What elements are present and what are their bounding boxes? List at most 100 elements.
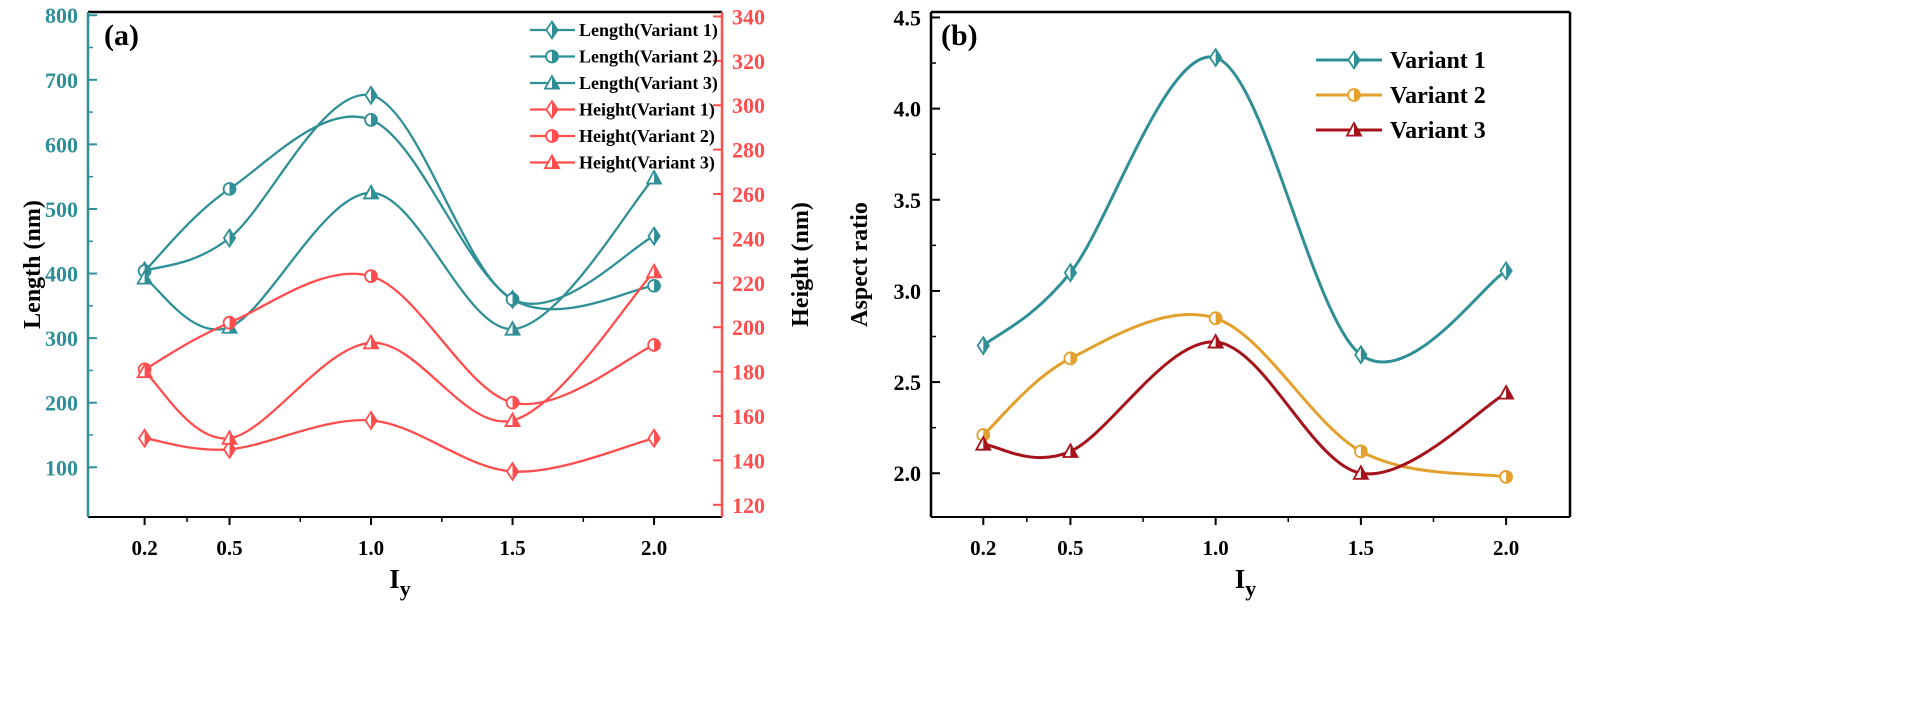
legend-label: Height(Variant 2) [579, 126, 715, 147]
series-line [143, 270, 655, 440]
circle-marker-fill [229, 182, 236, 195]
legend-label: Variant 2 [1390, 83, 1486, 109]
x-axis-label-main: I [389, 564, 400, 594]
x-tick-label: 0.2 [131, 536, 157, 560]
circle-marker-fill [229, 316, 236, 329]
y-right-tick-label: 300 [732, 93, 765, 118]
y-axis-label: Aspect ratio [847, 202, 873, 327]
diamond-marker-fill [229, 229, 236, 247]
diamond-marker-fill [654, 227, 660, 245]
y-right-tick-label: 120 [732, 493, 765, 518]
triangle-marker-fill [144, 364, 152, 378]
series-height-variant-3- [136, 262, 663, 445]
legend-item: Length(Variant 3) [530, 73, 718, 94]
y-tick-label: 500 [45, 197, 78, 222]
circle-marker-fill [654, 339, 661, 351]
x-tick-label: 2.0 [1493, 536, 1519, 560]
y-tick-label: 300 [45, 326, 78, 351]
legend-label: Length(Variant 3) [579, 73, 718, 94]
panel-label: (a) [104, 19, 139, 52]
legend-item: Variant 3 [1316, 118, 1486, 144]
x-tick-label: 1.5 [499, 536, 525, 560]
y-tick-label: 200 [45, 391, 78, 416]
diamond-marker-fill [1070, 264, 1077, 282]
diamond-marker-fill [1354, 51, 1360, 69]
series-line [144, 272, 655, 406]
triangle-marker-fill [371, 335, 379, 349]
triangle-marker-fill [371, 185, 379, 199]
circle-marker-fill [512, 396, 519, 409]
y-right-tick-label: 220 [732, 271, 765, 296]
y-right-tick-label: 180 [732, 360, 765, 385]
y-right-tick-label: 320 [732, 49, 765, 74]
y-tick-label: 400 [45, 262, 78, 287]
diamond-marker-fill [983, 337, 989, 355]
panel-0: 0.2 0.5 1.0 1.5 2.0 100 200 300 400 500 600 700 800 (… [20, 3, 814, 601]
diamond-marker-fill [1360, 346, 1367, 364]
y-tick-label: 2.0 [894, 461, 922, 486]
circle-marker-fill [654, 279, 661, 292]
diamond-marker-fill [229, 440, 236, 458]
triangle-marker-fill [512, 322, 520, 335]
legend-item: Length(Variant 1) [530, 19, 718, 41]
circle-marker-fill [552, 50, 558, 63]
series-line [144, 419, 655, 473]
circle-marker-fill [1070, 352, 1077, 365]
series-length-variant-2- [137, 112, 661, 311]
y-right-tick-label: 280 [732, 138, 765, 163]
diamond-marker-fill [552, 21, 558, 39]
triangle-marker-fill [512, 413, 520, 427]
series-variant-1 [976, 47, 1513, 365]
diamond-marker-fill [371, 86, 377, 104]
series-length-variant-3- [136, 169, 663, 336]
x-tick-label: 1.5 [1348, 536, 1374, 560]
y-tick-label: 100 [45, 455, 78, 480]
y-tick-label: 2.5 [894, 370, 922, 395]
triangle-marker-fill [654, 170, 662, 184]
y-tick-label: 4.0 [894, 97, 922, 122]
legend-item: Variant 1 [1316, 48, 1486, 74]
diamond-marker-fill [144, 429, 151, 447]
series-line [143, 115, 655, 311]
triangle-marker-fill [144, 271, 152, 284]
legend-item: Length(Variant 2) [530, 47, 718, 68]
legend-item: Height(Variant 2) [530, 126, 715, 147]
diamond-marker-fill [371, 412, 377, 429]
y-right-tick-label: 260 [732, 182, 765, 207]
legend-item: Height(Variant 1) [530, 99, 715, 121]
circle-marker-fill [1506, 470, 1513, 483]
circle-marker-fill [1360, 445, 1367, 458]
y-tick-label: 4.5 [894, 5, 922, 30]
legend-label: Height(Variant 1) [579, 100, 715, 121]
panel-label: (b) [941, 19, 978, 52]
y-right-tick-label: 240 [732, 226, 765, 251]
panel-1: 0.2 0.5 1.0 1.5 2.0 2.0 2.5 3.0 3.5 4.0 4.5 (b) Aspe… [847, 5, 1572, 601]
legend-label: Length(Variant 1) [579, 20, 718, 41]
y-right-tick-label: 140 [732, 448, 765, 473]
series-variant-2 [976, 311, 1513, 484]
y-right-tick-label: 160 [732, 404, 765, 429]
legend-label: Variant 3 [1390, 118, 1486, 144]
triangle-marker-fill [552, 76, 559, 89]
legend-label: Height(Variant 3) [579, 153, 715, 174]
legend-label: Length(Variant 2) [579, 47, 718, 68]
diamond-marker-fill [654, 429, 660, 447]
y-tick-label: 3.0 [894, 279, 922, 304]
x-axis-label-sub: y [1245, 576, 1256, 601]
y-right-tick-label: 200 [732, 315, 765, 340]
legend-label: Variant 1 [1390, 48, 1486, 74]
diamond-marker-fill [552, 101, 558, 118]
series-line [144, 93, 655, 305]
circle-marker-fill [1215, 312, 1222, 325]
triangle-marker-fill [1354, 123, 1361, 136]
x-axis-label: Iy [389, 564, 411, 601]
diamond-marker-fill [512, 463, 519, 480]
series-height-variant-1- [137, 410, 661, 482]
circle-marker-fill [1354, 89, 1360, 101]
circle-marker-fill [371, 113, 377, 126]
circle-marker-fill [552, 130, 558, 142]
series-line [982, 313, 1507, 479]
y-tick-label: 700 [45, 68, 78, 93]
x-tick-label: 2.0 [641, 536, 667, 560]
